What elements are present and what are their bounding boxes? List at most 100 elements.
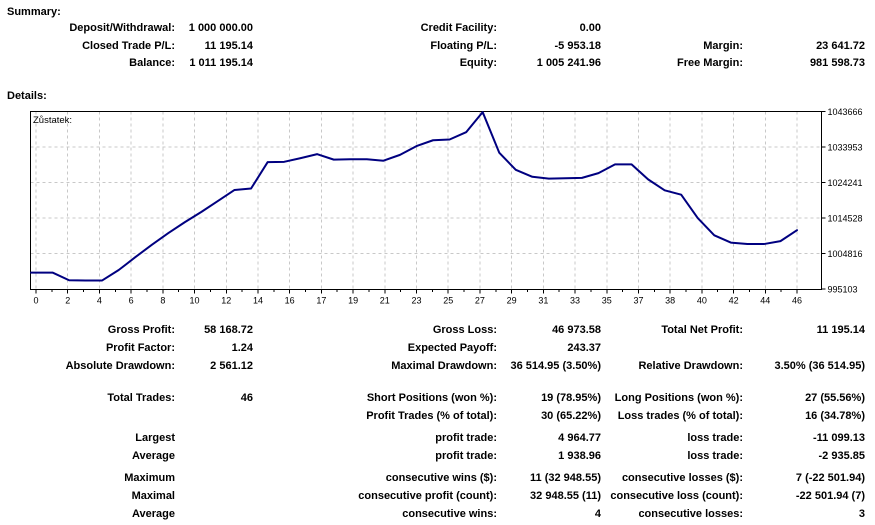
x-tick-label: 33 <box>570 295 580 305</box>
stat-value: 36 514.95 (3.50%) <box>510 359 601 372</box>
stat-value: 19 (78.95%) <box>541 391 601 404</box>
x-tick-label: 44 <box>760 295 770 305</box>
stat-label: Gross Loss: <box>432 323 497 336</box>
x-tick-label: 29 <box>507 295 517 305</box>
stat-label: Profit Trades (% of total): <box>366 409 497 422</box>
stat-label: consecutive wins: <box>402 507 497 520</box>
stat-value: 46 973.58 <box>552 323 601 336</box>
y-tick-label: 1024241 <box>828 177 863 187</box>
stat-label: Total Trades: <box>107 391 175 404</box>
summary-row: Deposit/Withdrawal: 1 000 000.00 Credit Fa… <box>0 20 875 38</box>
stat-value: 243.37 <box>567 341 601 354</box>
stat-label: Deposit/Withdrawal: <box>69 22 175 34</box>
x-tick-label: 38 <box>665 295 675 305</box>
x-tick-label: 12 <box>221 295 231 305</box>
stat-value: 2 561.12 <box>210 359 253 372</box>
summary-table: Deposit/Withdrawal: 1 000 000.00 Credit Fa… <box>0 20 875 73</box>
stat-label: Relative Drawdown: <box>638 359 743 372</box>
stat-label: consecutive profit (count): <box>358 489 497 502</box>
x-tick-label: 17 <box>316 295 326 305</box>
details-row: Total Trades: 46 Short Positions (won %): 1… <box>0 389 875 407</box>
x-tick-label: 40 <box>697 295 707 305</box>
x-tick-label: 25 <box>443 295 453 305</box>
x-tick-label: 27 <box>475 295 485 305</box>
stat-value: 30 (65.22%) <box>541 409 601 422</box>
details-row: Maximum consecutive wins ($): 11 (32 948.5… <box>0 469 875 487</box>
stat-value: -2 935.85 <box>818 449 865 462</box>
stat-label: Maximal Drawdown: <box>391 359 497 372</box>
x-tick-label: 10 <box>190 295 200 305</box>
stat-value: 1 011 195.14 <box>189 57 253 69</box>
stat-label: Absolute Drawdown: <box>65 359 175 372</box>
x-tick-label: 0 <box>33 295 38 305</box>
stat-value <box>175 407 253 425</box>
stat-label: Long Positions (won %): <box>614 391 743 404</box>
stat-label: Balance: <box>129 57 175 69</box>
stat-value: 981 598.73 <box>809 57 865 69</box>
stat-label: Average <box>131 507 175 520</box>
stat-label: Gross Profit: <box>107 323 175 336</box>
x-tick-label: 31 <box>538 295 548 305</box>
details-row: Average profit trade: 1 938.96 loss trade: -… <box>0 447 875 465</box>
x-tick-label: 42 <box>729 295 739 305</box>
x-tick-label: 23 <box>411 295 421 305</box>
stat-label: consecutive losses: <box>638 507 743 520</box>
stat-value: 4 <box>594 507 601 520</box>
x-tick-label: 8 <box>160 295 165 305</box>
stat-value: 1.24 <box>231 341 253 354</box>
stat-label <box>0 407 175 425</box>
stat-value: 58 168.72 <box>204 323 253 336</box>
stat-value <box>743 20 865 38</box>
chart-series-title: Zůstatek: <box>33 115 72 126</box>
stat-label: consecutive losses ($): <box>621 471 743 484</box>
x-tick-label: 35 <box>602 295 612 305</box>
balance-chart: 0 2 4 6 8 10 12 14 16 17 19 21 23 25 27 29 31 33 35 37 38 40 4… <box>0 105 875 307</box>
stat-value: 27 (55.56%) <box>805 391 865 404</box>
x-tick-label: 19 <box>348 295 358 305</box>
x-tick-label: 6 <box>129 295 134 305</box>
stat-label <box>601 20 743 38</box>
stat-label: profit trade: <box>435 431 497 444</box>
details-row: Largest profit trade: 4 964.77 loss trade: -… <box>0 429 875 447</box>
stat-value: 7 (-22 501.94) <box>795 471 865 484</box>
stat-value: 11 195.14 <box>204 39 253 52</box>
stat-label: Average <box>131 449 175 462</box>
stat-label: Expected Payoff: <box>407 341 497 354</box>
details-row: Profit Factor: 1.24 Expected Payoff: 243.37 <box>0 339 875 357</box>
stat-value: -22 501.94 (7) <box>795 489 865 502</box>
stat-label: loss trade: <box>687 431 743 444</box>
summary-title: Summary: <box>7 6 61 18</box>
stat-label: Total Net Profit: <box>661 323 743 336</box>
stat-value <box>175 505 253 523</box>
details-row: Profit Trades (% of total): 30 (65.22%) Lo… <box>0 407 875 425</box>
stat-value: 1 938.96 <box>558 449 601 462</box>
stat-value: 0.00 <box>579 22 601 34</box>
details-row: Gross Profit: 58 168.72 Gross Loss: 46 973.… <box>0 321 875 339</box>
stat-value: 3.50% (36 514.95) <box>774 359 865 372</box>
x-tick-label: 21 <box>380 295 390 305</box>
x-tick-label: 4 <box>97 295 102 305</box>
stat-value <box>743 339 865 357</box>
stat-value: 11 (32 948.55) <box>530 471 601 484</box>
stat-value <box>175 447 253 465</box>
stat-label: Margin: <box>703 39 743 52</box>
details-row: Average consecutive wins: 4 consecutive los… <box>0 505 875 523</box>
x-tick-label: 14 <box>253 295 263 305</box>
balance-line <box>30 110 798 281</box>
stat-label: Profit Factor: <box>105 341 175 354</box>
x-tick-label: 46 <box>792 295 802 305</box>
stat-value: 3 <box>858 507 865 520</box>
stat-label: Floating P/L: <box>430 39 497 52</box>
details-row: Maximal consecutive profit (count): 32 948… <box>0 487 875 505</box>
x-tick-label: 16 <box>285 295 295 305</box>
stat-value: 1 000 000.00 <box>188 22 253 34</box>
stat-value: 11 195.14 <box>816 323 865 336</box>
y-tick-label: 1043666 <box>828 107 863 117</box>
stat-label: Credit Facility: <box>420 22 497 34</box>
stat-label: Equity: <box>459 57 497 69</box>
stat-value <box>175 429 253 447</box>
x-tick-label: 2 <box>65 295 70 305</box>
stat-label: Free Margin: <box>676 57 743 69</box>
balance-chart-svg: 0 2 4 6 8 10 12 14 16 17 19 21 23 25 27 29 31 33 35 37 38 40 4… <box>30 107 863 305</box>
